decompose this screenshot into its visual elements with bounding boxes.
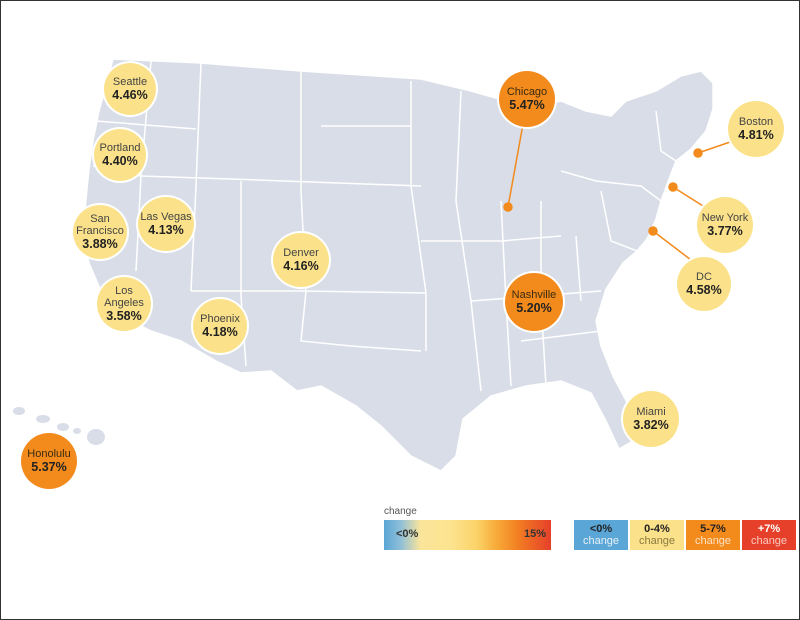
city-value: 4.16% xyxy=(283,258,319,273)
city-value: 4.58% xyxy=(686,282,722,297)
swatch-range: +7% xyxy=(757,523,781,535)
swatch-label: change xyxy=(582,535,620,547)
city-name: Phoenix xyxy=(200,312,240,325)
city-bubble-honolulu[interactable]: Honolulu 5.37% xyxy=(21,433,77,489)
city-value: 3.82% xyxy=(633,417,669,432)
gradient-high-label: 15% xyxy=(523,528,546,540)
chicago-dot xyxy=(503,202,513,212)
city-bubble-new-york[interactable]: New York 3.77% xyxy=(697,197,753,253)
hawaii xyxy=(13,407,105,445)
gradient-legend-title: change xyxy=(384,506,417,517)
swatch-range: 0-4% xyxy=(644,523,670,535)
city-name: Chicago xyxy=(506,85,548,98)
legend-swatch-negative: <0% change xyxy=(574,520,628,550)
city-bubble-portland[interactable]: Portland 4.40% xyxy=(94,129,146,181)
chicago-leader-line xyxy=(507,112,526,208)
city-value: 4.40% xyxy=(102,153,138,168)
city-bubble-phoenix[interactable]: Phoenix 4.18% xyxy=(193,299,247,353)
city-name: Nashville xyxy=(511,288,557,301)
city-name: Denver xyxy=(283,246,319,259)
legend-swatch-mid: 5-7% change xyxy=(686,520,740,550)
new-york-dot xyxy=(668,182,678,192)
city-name: Seattle xyxy=(112,75,148,88)
swatch-label: change xyxy=(694,535,732,547)
city-bubble-san-francisco[interactable]: San Francisco 3.88% xyxy=(73,205,127,259)
city-name: Boston xyxy=(738,115,774,128)
gradient-bar xyxy=(384,520,551,550)
gradient-low-label: <0% xyxy=(396,528,419,540)
dc-dot xyxy=(648,226,658,236)
us-land xyxy=(82,58,714,472)
city-name: New York xyxy=(701,211,749,224)
city-value: 5.47% xyxy=(509,97,545,112)
city-name: DC xyxy=(696,270,712,283)
city-bubble-miami[interactable]: Miami 3.82% xyxy=(623,391,679,447)
city-value: 4.18% xyxy=(202,324,238,339)
leader-lines xyxy=(503,112,734,264)
city-value: 4.13% xyxy=(148,222,184,237)
city-value: 4.81% xyxy=(738,127,774,142)
city-bubble-los-angeles[interactable]: Los Angeles 3.58% xyxy=(97,277,151,331)
city-bubble-seattle[interactable]: Seattle 4.46% xyxy=(104,63,156,115)
legend-swatch-high: +7% change xyxy=(742,520,796,550)
city-bubble-dc[interactable]: DC 4.58% xyxy=(677,257,731,311)
city-name: Los Angeles xyxy=(104,284,144,309)
city-value: 3.77% xyxy=(707,223,743,238)
city-value: 4.46% xyxy=(112,87,148,102)
boston-leader-line xyxy=(697,140,734,154)
legend-swatch-low: 0-4% change xyxy=(630,520,684,550)
city-bubble-nashville[interactable]: Nashville 5.20% xyxy=(505,273,563,331)
swatch-label: change xyxy=(750,535,788,547)
city-bubble-boston[interactable]: Boston 4.81% xyxy=(728,101,784,157)
city-value: 3.88% xyxy=(82,236,118,251)
gradient-legend: <0% 15% xyxy=(384,520,551,550)
city-name: Las Vegas xyxy=(140,210,192,223)
city-name: Miami xyxy=(636,405,666,418)
city-bubble-chicago[interactable]: Chicago 5.47% xyxy=(499,71,555,127)
swatch-range: <0% xyxy=(589,523,613,535)
dc-leader-line xyxy=(652,230,696,264)
state-borders xyxy=(92,60,677,392)
city-bubble-las-vegas[interactable]: Las Vegas 4.13% xyxy=(138,197,194,251)
city-value: 3.58% xyxy=(106,308,142,323)
swatch-range: 5-7% xyxy=(700,523,726,535)
city-name: Honolulu xyxy=(27,447,71,460)
city-value: 5.20% xyxy=(516,300,552,315)
city-name: Portland xyxy=(99,141,141,154)
boston-dot xyxy=(693,148,703,158)
swatch-label: change xyxy=(638,535,676,547)
city-value: 5.37% xyxy=(31,459,67,474)
city-bubble-denver[interactable]: Denver 4.16% xyxy=(273,233,329,287)
city-name: San Francisco xyxy=(76,212,124,237)
